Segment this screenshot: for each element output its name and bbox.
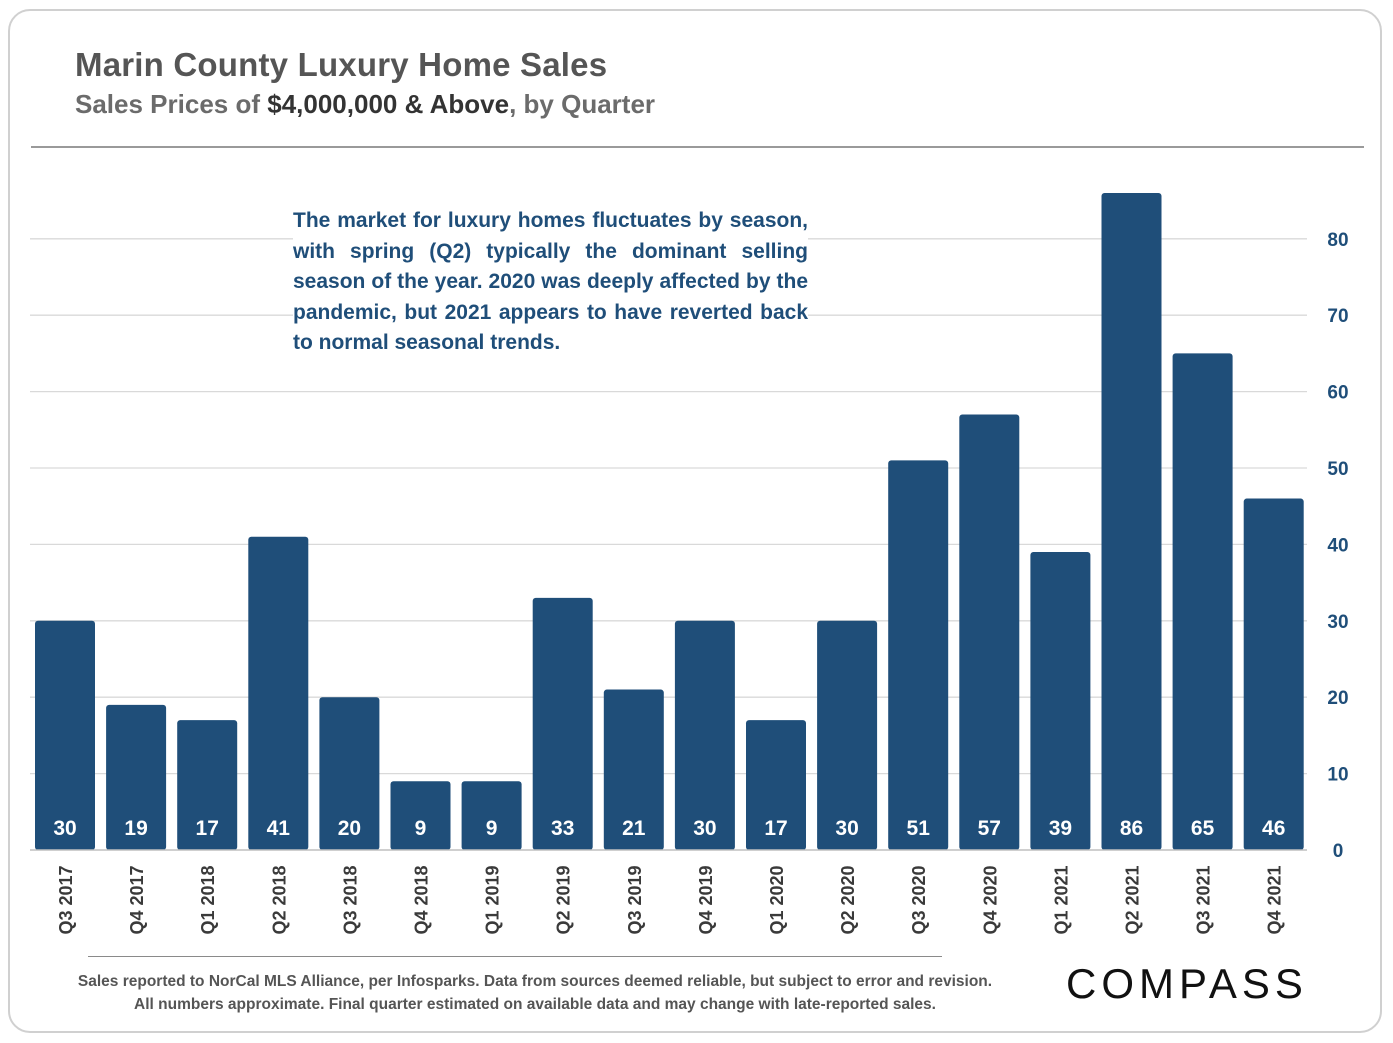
x-category-label: Q1 2018 bbox=[198, 865, 218, 934]
y-tick-label: 10 bbox=[1327, 765, 1348, 786]
bar bbox=[106, 704, 167, 850]
x-category-label: Q3 2019 bbox=[625, 865, 645, 934]
y-tick-label: 60 bbox=[1327, 383, 1348, 404]
bar-value-label: 19 bbox=[124, 817, 147, 840]
y-tick-label: 40 bbox=[1327, 535, 1348, 556]
bar bbox=[674, 620, 735, 850]
y-tick-label: 30 bbox=[1327, 612, 1348, 633]
footnote-line-2: All numbers approximate. Final quarter e… bbox=[134, 996, 936, 1013]
chart-title: Marin County Luxury Home Sales bbox=[75, 46, 608, 83]
x-category-label: Q1 2021 bbox=[1051, 865, 1071, 934]
x-category-label: Q2 2019 bbox=[554, 865, 574, 934]
bar bbox=[532, 597, 593, 850]
x-category-label: Q1 2019 bbox=[483, 865, 503, 934]
x-category-label: Q1 2020 bbox=[767, 865, 787, 934]
y-tick-label: 0 bbox=[1333, 841, 1344, 862]
bar-value-label: 20 bbox=[338, 817, 361, 840]
subtitle-price-threshold: $4,000,000 & Above bbox=[267, 89, 510, 119]
y-tick-label: 80 bbox=[1327, 230, 1348, 251]
bar-value-label: 33 bbox=[551, 817, 574, 840]
bar-value-label: 86 bbox=[1120, 817, 1143, 840]
chart-annotation: The market for luxury homes fluctuates b… bbox=[293, 206, 808, 359]
bar bbox=[390, 781, 451, 850]
y-tick-label: 20 bbox=[1327, 688, 1348, 709]
x-category-label: Q4 2017 bbox=[127, 865, 147, 934]
bar-value-label: 30 bbox=[835, 817, 858, 840]
bar bbox=[1030, 552, 1091, 850]
x-category-label: Q2 2021 bbox=[1123, 865, 1143, 934]
chart-subtitle: Sales Prices of $4,000,000 & Above, by Q… bbox=[75, 89, 655, 120]
bar bbox=[959, 414, 1020, 850]
bar bbox=[1172, 353, 1233, 850]
x-category-label: Q4 2020 bbox=[980, 865, 1000, 934]
bar-value-label: 41 bbox=[267, 817, 291, 840]
bar-value-label: 17 bbox=[196, 817, 219, 840]
x-category-label: Q2 2018 bbox=[269, 865, 289, 934]
x-category-label: Q4 2019 bbox=[696, 865, 716, 934]
bar bbox=[746, 720, 806, 850]
bar-value-label: 9 bbox=[415, 817, 427, 840]
bar bbox=[1101, 192, 1162, 850]
bar-value-label: 30 bbox=[693, 817, 716, 840]
y-tick-label: 70 bbox=[1327, 306, 1348, 327]
bar-value-label: 17 bbox=[764, 817, 787, 840]
subtitle-prefix: Sales Prices of bbox=[75, 89, 268, 119]
bar bbox=[319, 697, 380, 850]
bar-value-label: 51 bbox=[907, 817, 931, 840]
footnote: Sales reported to NorCal MLS Alliance, p… bbox=[30, 970, 1040, 1016]
bar-value-label: 65 bbox=[1191, 817, 1215, 840]
bar-value-label: 21 bbox=[622, 817, 646, 840]
bar bbox=[177, 720, 238, 850]
subtitle-suffix: , by Quarter bbox=[509, 89, 656, 119]
bar bbox=[461, 781, 522, 850]
bar-value-label: 9 bbox=[486, 817, 498, 840]
x-category-label: Q4 2018 bbox=[412, 865, 432, 934]
footnote-divider bbox=[88, 956, 942, 957]
bar-value-label: 39 bbox=[1049, 817, 1072, 840]
bar bbox=[248, 536, 309, 850]
bar-value-label: 46 bbox=[1262, 817, 1285, 840]
bar bbox=[35, 620, 95, 850]
x-category-label: Q3 2020 bbox=[909, 865, 929, 934]
x-category-label: Q3 2021 bbox=[1194, 865, 1214, 934]
footnote-line-1: Sales reported to NorCal MLS Alliance, p… bbox=[77, 973, 993, 990]
header-divider bbox=[31, 146, 1364, 148]
bar-value-label: 30 bbox=[53, 817, 76, 840]
bar bbox=[888, 460, 949, 850]
x-category-label: Q2 2020 bbox=[838, 865, 858, 934]
y-tick-label: 50 bbox=[1327, 459, 1348, 480]
x-category-label: Q4 2021 bbox=[1265, 865, 1285, 934]
compass-logo: COMPASS bbox=[1066, 960, 1308, 1007]
x-category-label: Q3 2018 bbox=[340, 865, 360, 934]
x-category-label: Q3 2017 bbox=[56, 865, 76, 934]
bar-value-label: 57 bbox=[978, 817, 1001, 840]
bar bbox=[1243, 498, 1304, 850]
bar bbox=[603, 689, 664, 850]
bar bbox=[817, 620, 878, 850]
